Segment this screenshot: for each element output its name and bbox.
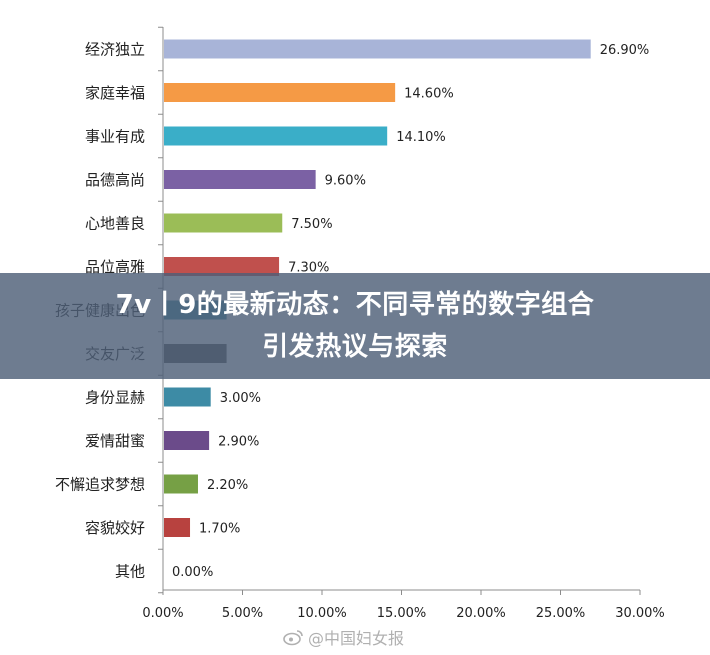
value-label: 9.60% xyxy=(325,174,366,189)
bars-layer xyxy=(164,39,591,537)
category-label: 容貌姣好 xyxy=(85,519,145,537)
category-label: 身份显赫 xyxy=(85,389,145,407)
category-label: 品位高雅 xyxy=(85,258,145,276)
category-label: 不懈追求梦想 xyxy=(55,476,145,494)
value-label: 2.90% xyxy=(218,435,259,450)
category-label: 品德高尚 xyxy=(85,171,145,189)
value-label: 26.90% xyxy=(600,43,650,58)
value-label: 14.60% xyxy=(404,87,454,102)
x-tick-labels: 0.00% 5.00% 10.00% 15.00% 20.00% 25.00% 30.00% xyxy=(142,606,664,621)
bar xyxy=(164,257,280,276)
category-label: 心地善良 xyxy=(85,215,145,233)
watermark-text: @中国妇女报 xyxy=(308,629,405,648)
category-label: 家庭幸福 xyxy=(85,84,145,102)
value-label: 7.30% xyxy=(288,261,329,276)
bar xyxy=(164,431,210,450)
value-label: 14.10% xyxy=(396,130,446,145)
bar xyxy=(164,170,316,189)
x-tick-label: 15.00% xyxy=(377,606,427,621)
weibo-icon xyxy=(283,630,303,646)
category-label: 经济独立 xyxy=(85,41,145,59)
value-labels: 26.90% 14.60% 14.10% 9.60% 7.50% 7.30% 3.00% 2.… xyxy=(172,43,649,580)
bar xyxy=(164,39,591,59)
x-tick-label: 0.00% xyxy=(142,606,183,621)
headline-banner: 7v丨9的最新动态：不同寻常的数字组合 引发热议与探索 xyxy=(0,273,710,379)
bar xyxy=(164,83,396,102)
x-tick-label: 30.00% xyxy=(615,606,665,621)
x-tick-label: 5.00% xyxy=(222,606,263,621)
headline-line-2: 引发热议与探索 xyxy=(262,332,448,362)
bar xyxy=(164,387,211,407)
value-label: 1.70% xyxy=(199,522,240,537)
watermark: @中国妇女报 xyxy=(282,626,404,648)
category-label: 其他 xyxy=(115,563,145,581)
bar xyxy=(164,213,283,233)
category-label: 事业有成 xyxy=(85,128,145,146)
value-label: 7.50% xyxy=(291,217,332,232)
x-tick-label: 20.00% xyxy=(456,606,506,621)
value-label: 3.00% xyxy=(220,391,261,406)
bar xyxy=(164,126,388,146)
x-tick-label: 25.00% xyxy=(536,606,586,621)
value-label: 2.20% xyxy=(207,478,248,493)
category-label: 爱情甜蜜 xyxy=(85,432,145,450)
x-tick-label: 10.00% xyxy=(297,606,347,621)
headline-line-1: 7v丨9的最新动态：不同寻常的数字组合 xyxy=(115,290,595,320)
bar xyxy=(164,518,191,537)
value-label: 0.00% xyxy=(172,565,213,580)
bar xyxy=(164,474,198,494)
